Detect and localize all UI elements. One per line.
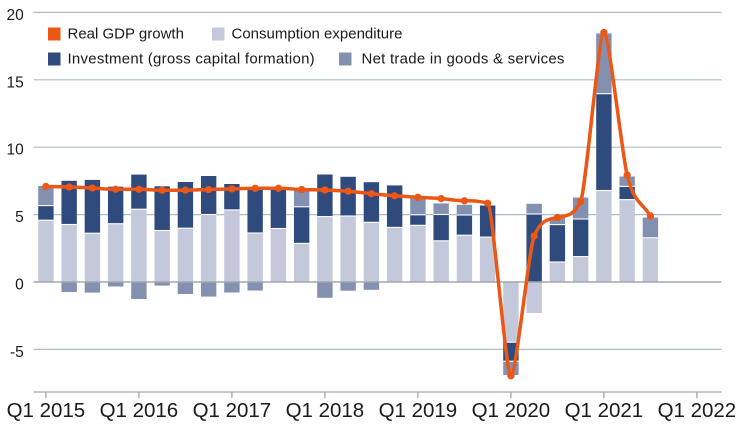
svg-text:0: 0: [15, 277, 24, 294]
svg-text:15: 15: [7, 74, 24, 91]
svg-text:Q1 2022: Q1 2022: [658, 399, 737, 422]
svg-text:Q1 2018: Q1 2018: [286, 399, 365, 422]
svg-text:Real GDP growth: Real GDP growth: [68, 26, 184, 43]
svg-text:Q1 2016: Q1 2016: [100, 399, 179, 422]
svg-text:Investment (gross capital form: Investment (gross capital formation): [68, 51, 315, 68]
svg-text:Consumption expenditure: Consumption expenditure: [232, 26, 403, 43]
svg-text:Q1 2020: Q1 2020: [472, 399, 551, 422]
svg-text:Net trade in goods & services: Net trade in goods & services: [362, 51, 565, 68]
svg-text:Q1 2019: Q1 2019: [379, 399, 458, 422]
svg-text:-5: -5: [10, 344, 24, 361]
svg-text:Q1 2021: Q1 2021: [565, 399, 644, 422]
svg-text:Q1 2015: Q1 2015: [7, 399, 86, 422]
svg-text:Q1 2017: Q1 2017: [193, 399, 272, 422]
svg-text:10: 10: [7, 142, 25, 159]
svg-text:5: 5: [15, 209, 24, 226]
svg-text:20: 20: [7, 7, 25, 24]
